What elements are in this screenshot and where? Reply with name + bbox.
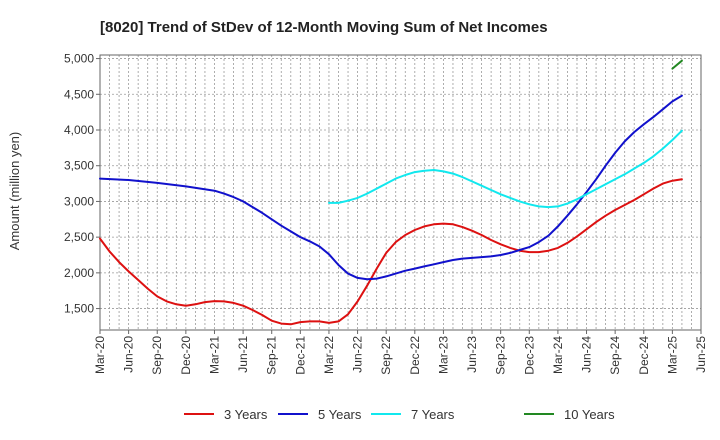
y-tick-label: 2,500 [64,230,94,244]
x-axis-ticks: Mar-20 Jun-20 Sep-20 Dec-20 Mar-21 Jun-21 Sep-… [93,330,708,375]
grid-x [109,55,692,330]
x-tick-label: Jun-21 [236,336,250,373]
x-tick-label: Sep-22 [379,336,393,375]
x-tick-label: Mar-21 [207,336,221,374]
x-tick-label: Jun-23 [465,336,479,373]
x-tick-label: Jun-25 [694,336,708,373]
legend: 3 Years 5 Years 7 Years 10 Years [184,407,615,422]
series-line-10-years [671,59,683,70]
x-tick-label: Mar-23 [436,336,450,374]
x-tick-label: Dec-23 [522,336,536,375]
x-tick-label: Sep-21 [265,336,279,375]
x-tick-label: Sep-24 [608,336,622,375]
series-lines [99,59,683,326]
y-tick-label: 3,500 [64,159,94,173]
x-tick-label: Mar-24 [551,336,565,374]
x-tick-label: Jun-24 [580,336,594,373]
x-tick-label: Dec-24 [637,336,651,375]
x-tick-label: Sep-20 [150,336,164,375]
plot-border [99,54,702,331]
x-tick-label: Mar-22 [322,336,336,374]
grid-y [100,58,701,309]
x-tick-label: Dec-22 [408,336,422,375]
x-tick-label: Sep-23 [494,336,508,375]
x-tick-label: Mar-20 [93,336,107,374]
series-line-3-years [99,178,683,326]
y-tick-label: 4,000 [64,123,94,137]
legend-label-7-years: 7 Years [411,407,455,422]
series-line-5-years [99,94,683,281]
x-tick-label: Dec-21 [293,336,307,375]
y-tick-label: 5,000 [64,52,94,66]
y-tick-label: 1,500 [64,302,94,316]
y-tick-label: 3,000 [64,194,94,208]
y-tick-label: 4,500 [64,87,94,101]
series-line-7-years [328,129,683,209]
x-tick-label: Mar-25 [665,336,679,374]
chart-title: [8020] Trend of StDev of 12-Month Moving… [100,19,548,36]
y-tick-label: 2,000 [64,266,94,280]
x-tick-label: Dec-20 [179,336,193,375]
x-tick-label: Jun-20 [122,336,136,373]
legend-label-5-years: 5 Years [318,407,362,422]
legend-label-3-years: 3 Years [224,407,268,422]
x-tick-label: Jun-22 [351,336,365,373]
legend-label-10-years: 10 Years [564,407,615,422]
y-axis-ticks: 1,500 2,000 2,500 3,000 3,500 4,000 4,500 5,000 [64,52,100,316]
plot-area [100,55,701,330]
y-axis-label: Amount (million yen) [7,132,22,251]
